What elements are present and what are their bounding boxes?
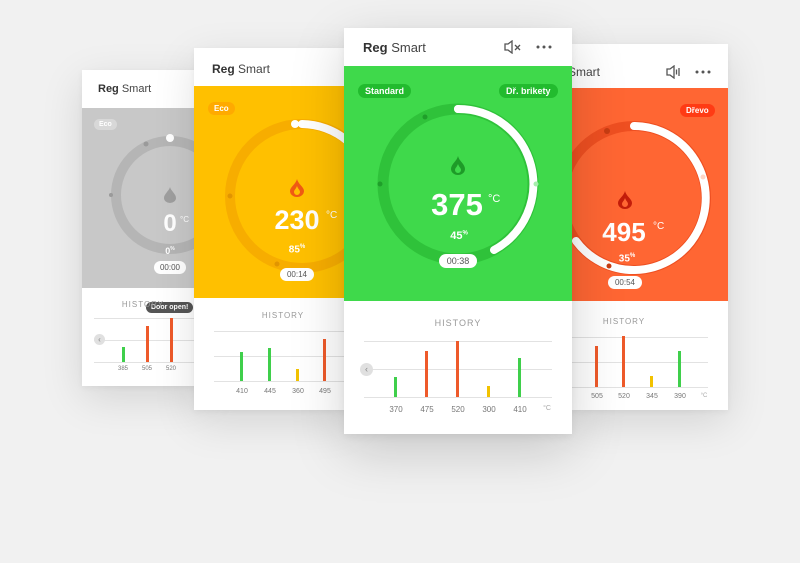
- history-bar: [487, 386, 490, 397]
- mode-badge[interactable]: Eco: [208, 102, 235, 115]
- history-bar: [678, 351, 681, 387]
- temperature-ring[interactable]: [570, 118, 714, 278]
- flame-icon: [618, 191, 632, 209]
- card-header: Reg Smart: [82, 70, 204, 108]
- history-bar: [296, 369, 299, 381]
- history-x-label: 505: [141, 366, 152, 372]
- brand-logo: Reg Smart: [98, 83, 152, 95]
- history-x-label: 345: [646, 393, 658, 400]
- percent-value: 85%: [288, 244, 306, 256]
- history-x-label: 520: [451, 405, 465, 414]
- ring-handle: [166, 134, 174, 142]
- temperature-value: 495: [602, 217, 646, 247]
- brand-logo: Reg Smart: [363, 40, 426, 55]
- flame-icon: [451, 156, 465, 175]
- history-x-label: 520: [165, 366, 176, 372]
- history-x-label: 495: [319, 388, 331, 395]
- mode-badge[interactable]: Standard: [358, 84, 412, 98]
- fuel-badge[interactable]: Dřevo: [680, 104, 715, 117]
- history-bar: [268, 348, 271, 381]
- sound-muted-icon[interactable]: [504, 40, 522, 54]
- sound-on-icon[interactable]: [665, 65, 681, 79]
- history-unit-label: °C: [700, 393, 708, 399]
- temperature-unit: °C: [326, 210, 338, 221]
- history-title: HISTORY: [602, 317, 646, 326]
- ring-handle: [454, 105, 462, 113]
- history-x-label: 360: [292, 388, 304, 395]
- temperature-unit: °C: [488, 193, 501, 205]
- history-x-label: 410: [513, 405, 527, 414]
- history-bar: [650, 376, 653, 387]
- status-panel: Eco 230 °C 85% 00:14: [194, 86, 352, 298]
- card-header: Reg Smart: [194, 48, 352, 86]
- history-title: HISTORY: [121, 300, 165, 309]
- temperature-value: 230: [274, 205, 320, 235]
- history-bar: [622, 336, 625, 387]
- percent-value: 45%: [450, 230, 468, 242]
- percent-value: 0%: [165, 246, 175, 256]
- history-x-label: 505: [591, 393, 603, 400]
- history-prev-button[interactable]: ‹: [360, 363, 373, 376]
- history-bar: [122, 347, 125, 362]
- temperature-unit: °C: [653, 221, 665, 232]
- fuel-badge[interactable]: Dř. brikety: [499, 84, 558, 98]
- timer-display: 00:54: [608, 276, 642, 289]
- status-panel: Standard Dř. brikety 375 °C 45% 00:38: [344, 66, 572, 301]
- timer-display: 00:14: [280, 268, 314, 281]
- history-bar: [425, 351, 428, 397]
- status-panel: Eco 0 °C 0% 00:00 Door open!: [82, 108, 204, 313]
- history-x-label: 520: [618, 393, 630, 400]
- timer-display: 00:38: [439, 254, 477, 268]
- history-x-label: 410: [236, 388, 248, 395]
- history-bar: [240, 352, 243, 381]
- history-prev-button[interactable]: ‹: [94, 334, 105, 345]
- device-card-yellow[interactable]: Reg Smart Eco 230 °C 85% 00:14 HISTORY 4…: [194, 48, 352, 410]
- percent-value: 35%: [618, 253, 636, 265]
- card-header: Reg Smart: [344, 28, 572, 66]
- mode-badge[interactable]: Eco: [94, 119, 117, 130]
- history-x-label: 475: [420, 405, 434, 414]
- device-card-orange[interactable]: Smart Dřevo 495 °C 35% 00:54 HISTORY: [570, 44, 728, 410]
- temperature-ring[interactable]: [108, 133, 204, 257]
- more-horizontal-icon[interactable]: [695, 70, 711, 74]
- status-panel: Dřevo 495 °C 35% 00:54: [570, 88, 728, 301]
- history-title: HISTORY: [434, 318, 482, 328]
- history-bar: [323, 339, 326, 381]
- more-horizontal-icon[interactable]: [536, 45, 552, 49]
- history-bar: [456, 341, 459, 397]
- history-unit-label: °C: [543, 405, 551, 412]
- temperature-unit: °C: [180, 215, 189, 224]
- temperature-value: 375: [431, 187, 483, 222]
- history-title: HISTORY: [261, 311, 305, 320]
- history-bar: [394, 377, 397, 397]
- temperature-value: 0: [163, 210, 177, 237]
- brand-logo: Reg Smart: [212, 62, 271, 76]
- device-card-grey[interactable]: Reg Smart Eco 0 °C 0% 00:00 Door open! H…: [82, 70, 204, 386]
- history-x-label: 370: [389, 405, 403, 414]
- timer-display: 00:00: [154, 261, 186, 274]
- flame-icon: [290, 179, 304, 197]
- history-x-label: 385: [117, 366, 128, 372]
- history-bar: [595, 346, 598, 387]
- device-card-green[interactable]: Reg Smart Standard Dř. brikety 375 °C 45…: [344, 28, 572, 434]
- card-header: Smart: [570, 44, 728, 88]
- history-bar: [170, 318, 173, 362]
- flame-icon: [164, 187, 176, 203]
- history-bar: [146, 326, 149, 362]
- door-open-alert: Door open!: [146, 302, 194, 313]
- history-x-label: 445: [264, 388, 276, 395]
- history-x-label: 390: [674, 393, 686, 400]
- history-bar: [518, 358, 521, 397]
- history-x-label: 300: [482, 405, 496, 414]
- brand-logo: Smart: [570, 65, 601, 79]
